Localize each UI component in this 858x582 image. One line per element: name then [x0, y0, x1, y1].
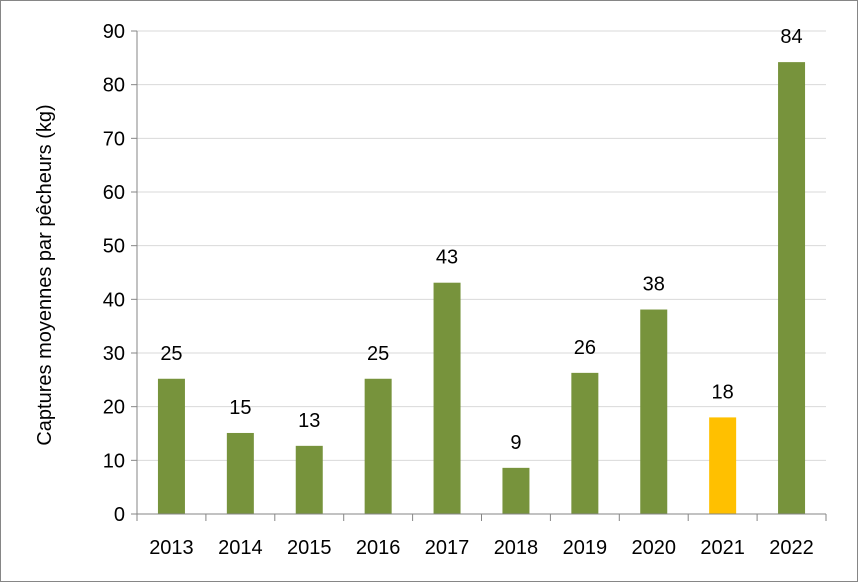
bar-2016 — [364, 378, 392, 514]
x-tick-label: 2017 — [425, 537, 470, 559]
bar-2018 — [502, 467, 530, 514]
y-tick-label: 10 — [103, 450, 125, 472]
x-tick-label: 2021 — [700, 537, 745, 559]
bar-2015 — [295, 445, 323, 514]
y-tick-label: 50 — [103, 236, 125, 258]
axes — [131, 30, 827, 521]
data-label-2014: 15 — [229, 397, 251, 419]
y-tick-label: 90 — [103, 21, 125, 43]
data-label-2018: 9 — [510, 432, 521, 454]
x-tick-label: 2015 — [287, 537, 332, 559]
y-tick-label: 60 — [103, 182, 125, 204]
y-tick-label: 70 — [103, 128, 125, 150]
bar-2017 — [433, 282, 461, 514]
bars — [157, 62, 806, 514]
y-tick-label: 40 — [103, 289, 125, 311]
bar-2022 — [778, 62, 806, 514]
x-tick-labels: 2013 2014 2015 2016 2017 2018 2019 2020 2021 2022 — [149, 537, 814, 559]
x-tick-label: 2018 — [494, 537, 539, 559]
bar-2021 — [709, 417, 737, 514]
y-tick-label: 20 — [103, 397, 125, 419]
bar-2013 — [157, 378, 185, 514]
x-tick-label: 2022 — [769, 537, 814, 559]
bar-2020 — [640, 309, 668, 514]
y-tick-label: 0 — [114, 504, 125, 526]
x-tick-label: 2013 — [149, 537, 194, 559]
y-tick-label: 30 — [103, 343, 125, 365]
data-label-2015: 13 — [298, 410, 320, 432]
data-labels: 25 15 13 25 43 9 26 38 18 84 — [160, 26, 802, 454]
y-tick-label: 80 — [103, 75, 125, 97]
data-label-2021: 18 — [712, 381, 734, 403]
y-axis-title: Captures moyennes par pêcheurs (kg) — [34, 104, 56, 445]
data-label-2016: 25 — [367, 343, 389, 365]
data-label-2020: 38 — [643, 274, 665, 296]
data-label-2017: 43 — [436, 247, 458, 269]
data-label-2013: 25 — [160, 343, 182, 365]
bar-2019 — [571, 372, 599, 514]
bar-2014 — [226, 432, 254, 514]
x-tick-label: 2019 — [563, 537, 608, 559]
x-tick-label: 2014 — [218, 537, 263, 559]
x-tick-label: 2016 — [356, 537, 401, 559]
y-tick-labels: 0 10 20 30 40 50 60 70 80 90 — [103, 21, 125, 526]
data-label-2022: 84 — [780, 26, 802, 48]
x-tick-label: 2020 — [632, 537, 677, 559]
data-label-2019: 26 — [574, 337, 596, 359]
